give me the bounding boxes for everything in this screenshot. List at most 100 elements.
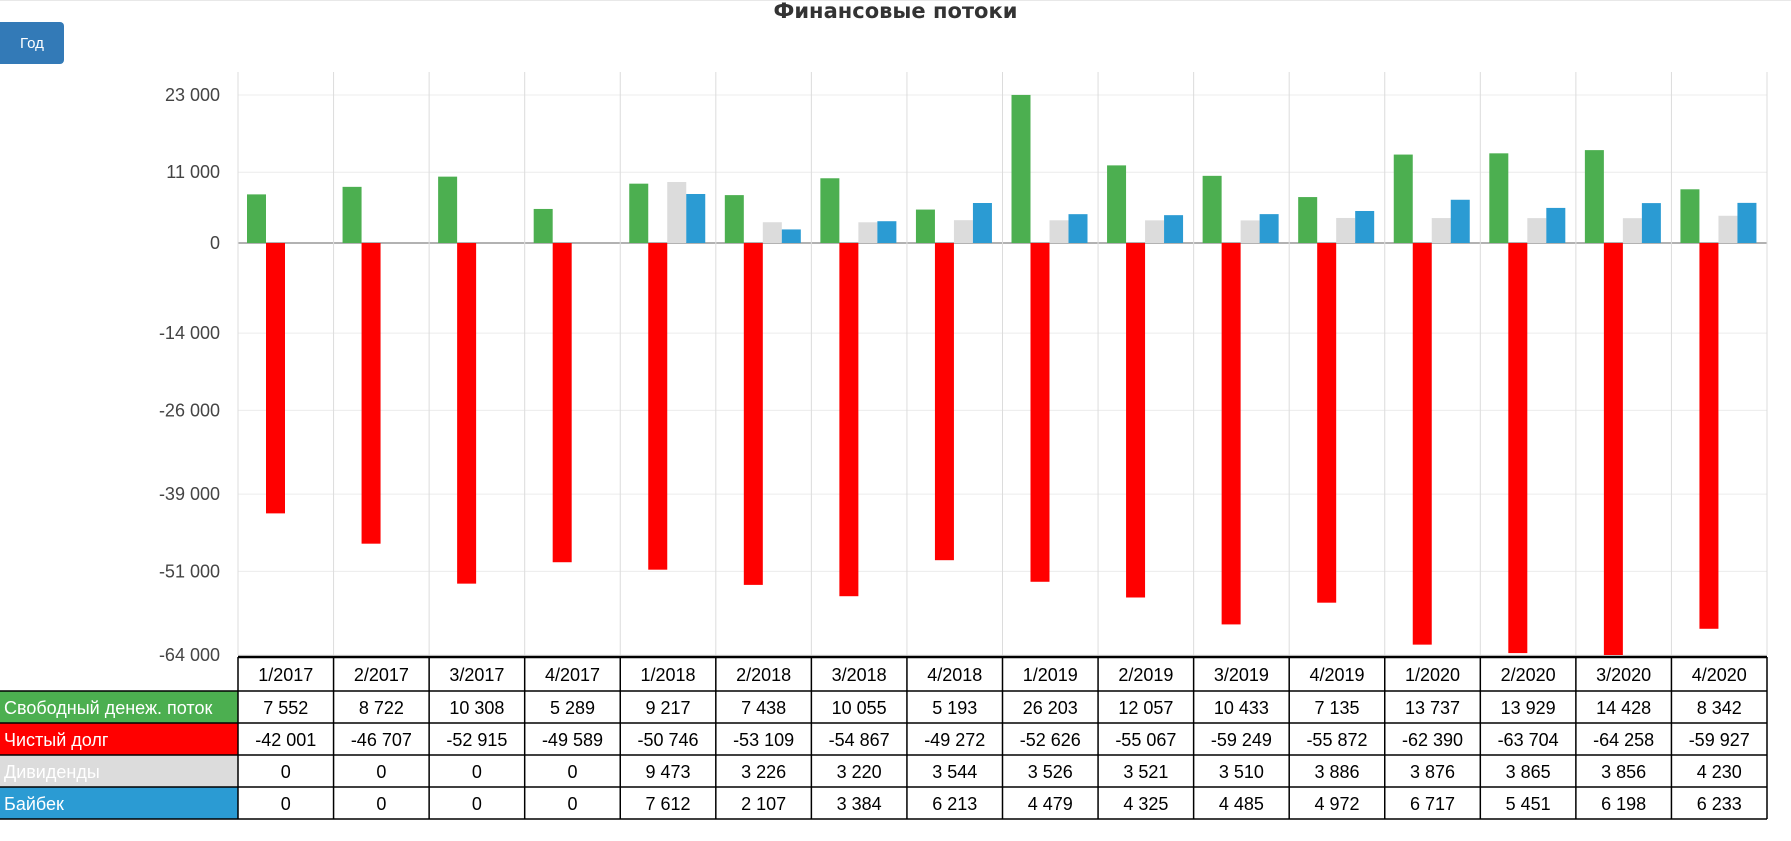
bar-8-2	[1049, 220, 1069, 243]
data-label: 9 473	[646, 762, 691, 782]
bar-6-3	[877, 221, 897, 243]
data-label: -49 589	[542, 730, 603, 750]
legend-swatch-2	[0, 755, 238, 787]
bar-5-2	[762, 222, 782, 243]
bar-5-1	[743, 243, 763, 585]
bar-7-1	[934, 243, 954, 561]
y-tick-label: -26 000	[159, 400, 220, 420]
bar-4-3	[686, 193, 706, 243]
data-label: 4 479	[1028, 794, 1073, 814]
data-label: 6 233	[1697, 794, 1742, 814]
category-label: 2/2019	[1118, 665, 1173, 685]
bar-7-3	[972, 203, 992, 243]
data-label: 9 217	[646, 698, 691, 718]
data-label: 0	[472, 794, 482, 814]
y-tick-label: -51 000	[159, 561, 220, 581]
data-label: -42 001	[255, 730, 316, 750]
bar-15-1	[1699, 243, 1719, 629]
bar-12-3	[1450, 199, 1470, 243]
data-label: 6 213	[932, 794, 977, 814]
data-label: 7 612	[646, 794, 691, 814]
top-divider	[0, 0, 1791, 1]
data-label: -49 272	[924, 730, 985, 750]
bar-9-1	[1126, 243, 1146, 598]
data-label: 8 722	[359, 698, 404, 718]
data-label: 3 384	[837, 794, 882, 814]
bar-7-0	[915, 209, 935, 243]
legend-label: Чистый долг	[4, 730, 109, 750]
data-label: -53 109	[733, 730, 794, 750]
y-tick-label: -64 000	[159, 645, 220, 665]
data-label: 7 552	[263, 698, 308, 718]
legend-swatch-3	[0, 787, 238, 819]
bar-3-1	[552, 243, 572, 563]
data-label: 0	[376, 762, 386, 782]
bar-14-1	[1603, 243, 1623, 655]
bar-8-3	[1068, 214, 1088, 243]
bar-5-0	[724, 195, 744, 243]
data-label: 3 521	[1123, 762, 1168, 782]
bar-1-0	[342, 186, 362, 243]
data-label: 3 226	[741, 762, 786, 782]
bar-15-2	[1718, 215, 1738, 243]
data-label: 4 230	[1697, 762, 1742, 782]
category-label: 1/2017	[258, 665, 313, 685]
bar-7-2	[953, 220, 973, 243]
data-label: 14 428	[1596, 698, 1651, 718]
bar-6-2	[858, 222, 878, 243]
legend-swatch-0	[0, 691, 238, 723]
data-label: 3 856	[1601, 762, 1646, 782]
category-label: 4/2018	[927, 665, 982, 685]
data-label: -55 067	[1115, 730, 1176, 750]
data-label: 12 057	[1118, 698, 1173, 718]
chart-title: Финансовые потоки	[773, 0, 1018, 23]
y-tick-label: -39 000	[159, 484, 220, 504]
legend-label: Свободный денеж. поток	[4, 698, 212, 718]
bar-11-1	[1317, 243, 1337, 603]
data-label: 3 510	[1219, 762, 1264, 782]
category-label: 4/2020	[1692, 665, 1747, 685]
data-label: 6 198	[1601, 794, 1646, 814]
data-label: -63 704	[1498, 730, 1559, 750]
bar-14-3	[1641, 203, 1661, 243]
data-label: 3 865	[1506, 762, 1551, 782]
category-label: 1/2019	[1023, 665, 1078, 685]
data-label: 13 737	[1405, 698, 1460, 718]
data-label: 0	[281, 762, 291, 782]
bar-13-3	[1546, 207, 1566, 243]
bar-13-0	[1489, 153, 1509, 243]
data-label: -52 626	[1020, 730, 1081, 750]
data-label: 5 193	[932, 698, 977, 718]
legend-label: Дивиденды	[4, 762, 100, 782]
data-label: -59 249	[1211, 730, 1272, 750]
bar-8-0	[1011, 94, 1031, 243]
bar-10-0	[1202, 175, 1222, 243]
data-label: 0	[472, 762, 482, 782]
data-label: 4 325	[1123, 794, 1168, 814]
bar-4-0	[629, 183, 649, 243]
data-label: 7 438	[741, 698, 786, 718]
bar-1-1	[361, 243, 381, 544]
data-label: -59 927	[1689, 730, 1750, 750]
data-label: -50 746	[638, 730, 699, 750]
bar-12-2	[1431, 218, 1451, 243]
data-label: 10 433	[1214, 698, 1269, 718]
bar-15-0	[1680, 189, 1700, 243]
bar-10-2	[1240, 220, 1260, 243]
data-label: 4 485	[1219, 794, 1264, 814]
year-button[interactable]: Год	[0, 22, 64, 64]
data-label: 5 289	[550, 698, 595, 718]
bar-12-0	[1393, 154, 1413, 243]
bar-4-1	[648, 243, 668, 570]
data-label: 3 220	[837, 762, 882, 782]
data-label: -54 867	[829, 730, 890, 750]
data-label: -55 872	[1306, 730, 1367, 750]
bar-4-2	[667, 182, 687, 243]
bar-10-1	[1221, 243, 1241, 625]
data-label: 2 107	[741, 794, 786, 814]
bar-9-0	[1107, 165, 1127, 243]
bar-15-3	[1737, 202, 1757, 243]
category-label: 3/2019	[1214, 665, 1269, 685]
data-label: 26 203	[1023, 698, 1078, 718]
